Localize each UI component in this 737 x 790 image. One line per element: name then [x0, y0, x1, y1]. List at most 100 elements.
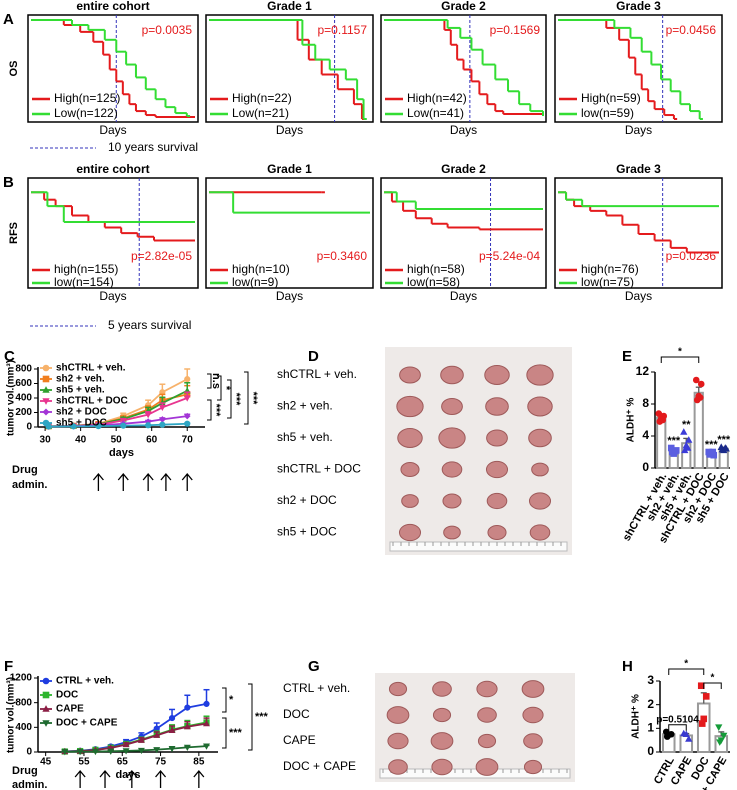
y-tick-label: 2 — [647, 697, 654, 711]
admin-label: admin. — [12, 779, 47, 790]
significance-label: *** — [247, 392, 259, 406]
legend-marker — [42, 677, 50, 685]
marker — [680, 428, 688, 435]
y-tick-label: 1200 — [10, 673, 33, 684]
marker — [145, 422, 152, 429]
legend-label: sh5 + veh. — [56, 385, 105, 396]
plot-frame — [205, 14, 374, 123]
y-tick-label: 400 — [15, 393, 32, 404]
significance-label: ** — [682, 419, 691, 431]
admin-arrow — [181, 472, 193, 491]
marker — [203, 720, 210, 727]
tumor — [431, 758, 453, 776]
bar — [656, 416, 667, 470]
p-value: p=0.0035 — [142, 23, 193, 37]
legend-label: sh2 + DOC — [56, 407, 107, 418]
marker — [659, 416, 667, 424]
tumor — [523, 733, 543, 749]
significance-bracket — [222, 717, 227, 749]
bar — [679, 734, 694, 754]
marker — [702, 693, 710, 700]
marker — [715, 724, 723, 731]
significance-bracket — [207, 373, 212, 389]
admin-label: admin. — [12, 479, 47, 491]
row-label: sh5 + veh. — [277, 430, 333, 444]
marker — [159, 421, 166, 428]
marker — [692, 376, 700, 384]
panel-label: G — [308, 658, 320, 675]
tumor — [440, 365, 464, 385]
panel-title: Grade 3 — [616, 0, 661, 13]
p-value: p=0.1569 — [490, 23, 541, 37]
legend-label: high(n=76) — [581, 262, 639, 276]
legend-label: low(n=154) — [54, 275, 114, 289]
tumor — [442, 493, 462, 509]
panel-label: B — [3, 174, 14, 191]
tumor — [486, 492, 508, 510]
tumor — [528, 492, 552, 510]
x-axis-label: Days — [99, 289, 126, 303]
admin-arrow — [160, 472, 172, 491]
row-label: shCTRL + veh. — [277, 367, 357, 381]
legend-marker — [42, 720, 50, 727]
row-label: shCTRL + DOC — [277, 462, 361, 476]
tumor — [388, 681, 408, 697]
tumor — [477, 733, 497, 749]
tumor — [400, 462, 420, 477]
tumor — [438, 427, 466, 449]
marker — [153, 747, 161, 754]
marker — [120, 422, 127, 429]
marker — [153, 731, 161, 738]
marker — [70, 423, 77, 430]
legend-label: High(n=125) — [54, 91, 120, 105]
panel-label: F — [4, 658, 13, 675]
x-axis-label: Days — [625, 289, 652, 303]
tumor — [387, 732, 409, 750]
significance-label: *** — [230, 393, 242, 407]
tumor — [475, 758, 499, 776]
p-value: p=0.0456 — [666, 23, 717, 37]
legend-label: Low(n=122) — [54, 106, 118, 120]
ruler — [389, 541, 568, 552]
legend-marker — [42, 408, 50, 416]
significance-bracket — [207, 399, 212, 421]
significance-bracket — [244, 371, 249, 425]
marker — [168, 714, 176, 722]
legend-label: low(n=9) — [232, 275, 278, 289]
legend-label: high(n=155) — [54, 262, 118, 276]
tumor — [401, 494, 419, 508]
legend-label: low(n=75) — [581, 275, 634, 289]
marker — [144, 412, 152, 419]
panel-title: Grade 1 — [267, 0, 312, 13]
marker — [183, 744, 191, 752]
x-axis-label: Days — [625, 123, 652, 137]
tumor — [432, 707, 452, 723]
legend-marker — [42, 364, 50, 372]
admin-arrow — [155, 769, 167, 788]
legend-label: low(n=58) — [407, 275, 460, 289]
p-value: p=5.24e-04 — [479, 249, 540, 263]
marker — [184, 704, 191, 711]
tumor — [521, 680, 545, 698]
marker — [183, 395, 191, 402]
marker — [682, 730, 690, 737]
legend-marker — [42, 386, 50, 393]
significance-bracket — [227, 379, 232, 419]
significance-label: *** — [717, 434, 731, 446]
admin-arrow — [126, 769, 138, 788]
x-tick-label: 70 — [182, 435, 194, 446]
ruler — [379, 768, 571, 779]
marker — [721, 444, 729, 451]
y-axis-label: tumor vol.(mm³) — [6, 677, 17, 753]
tumor — [441, 461, 463, 478]
panel-title: Grade 2 — [441, 0, 486, 13]
series-line — [64, 722, 207, 753]
admin-label: Drug — [12, 464, 38, 476]
legend-marker — [42, 705, 50, 712]
significance-label: *** — [705, 439, 719, 451]
significance-bracket — [248, 683, 253, 751]
significance-label: * — [678, 347, 682, 358]
significance-bracket — [217, 375, 222, 401]
legend-label: high(n=10) — [232, 262, 290, 276]
